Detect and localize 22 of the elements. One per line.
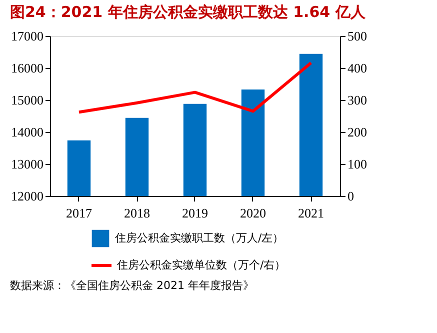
x-tick-label: 2021 xyxy=(298,206,324,220)
chart-title: 图24：2021 年住房公积金实缴职工数达 1.64 亿人 xyxy=(10,3,366,21)
x-tick-label: 2019 xyxy=(182,206,208,220)
y-tick-label: 13000 xyxy=(11,156,44,172)
legend-label: 住房公积金实缴职工数（万人/左） xyxy=(115,232,284,244)
y2-tick-label: 400 xyxy=(348,60,367,76)
legend-label: 住房公积金实缴单位数（万个/右） xyxy=(117,258,286,272)
source-note: 数据来源：《全国住房公积金 2021 年年度报告》 xyxy=(10,279,254,292)
y2-tick-label: 500 xyxy=(348,28,367,44)
y-tick-label: 15000 xyxy=(11,92,44,108)
y-tick-label: 17000 xyxy=(11,28,44,44)
y2-tick-label: 300 xyxy=(348,92,367,108)
x-tick-label: 2020 xyxy=(240,206,266,220)
x-tick-label: 2018 xyxy=(124,206,150,220)
y-tick-label: 12000 xyxy=(11,188,44,204)
y2-tick-label: 200 xyxy=(348,124,367,140)
y-tick-label: 16000 xyxy=(11,60,44,76)
y2-tick-label: 100 xyxy=(348,156,367,172)
x-tick-label: 2017 xyxy=(66,206,92,220)
line-series xyxy=(78,61,312,114)
y2-tick-label: 0 xyxy=(348,188,354,204)
y-tick-label: 14000 xyxy=(11,124,44,140)
